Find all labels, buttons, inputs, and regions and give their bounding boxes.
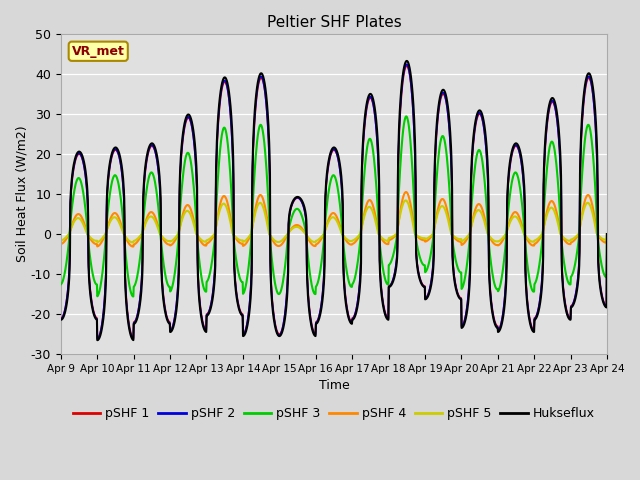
pSHF 1 bbox=[57, 315, 65, 321]
pSHF 1 bbox=[240, 331, 248, 336]
pSHF 4 bbox=[603, 231, 611, 237]
pSHF 4 bbox=[539, 229, 547, 235]
Line: pSHF 2: pSHF 2 bbox=[61, 64, 607, 339]
pSHF 1 bbox=[419, 282, 427, 288]
pSHF 1 bbox=[539, 261, 547, 266]
Hukseflux bbox=[603, 231, 611, 237]
Title: Peltier SHF Plates: Peltier SHF Plates bbox=[266, 15, 401, 30]
pSHF 5 bbox=[240, 239, 248, 244]
Y-axis label: Soil Heat Flux (W/m2): Soil Heat Flux (W/m2) bbox=[15, 126, 28, 263]
pSHF 5 bbox=[179, 215, 186, 220]
pSHF 1 bbox=[166, 319, 173, 325]
Hukseflux bbox=[539, 269, 547, 275]
pSHF 3 bbox=[603, 231, 611, 237]
pSHF 3 bbox=[403, 113, 410, 119]
Legend: pSHF 1, pSHF 2, pSHF 3, pSHF 4, pSHF 5, Hukseflux: pSHF 1, pSHF 2, pSHF 3, pSHF 4, pSHF 5, … bbox=[68, 402, 600, 425]
Hukseflux bbox=[179, 132, 186, 138]
pSHF 1 bbox=[491, 318, 499, 324]
pSHF 1 bbox=[179, 139, 186, 144]
pSHF 2 bbox=[93, 336, 101, 342]
pSHF 3 bbox=[57, 281, 65, 287]
Text: VR_met: VR_met bbox=[72, 45, 125, 58]
Hukseflux bbox=[57, 317, 65, 323]
pSHF 5 bbox=[603, 231, 611, 237]
pSHF 2 bbox=[603, 231, 611, 237]
Hukseflux bbox=[166, 321, 173, 326]
pSHF 2 bbox=[419, 283, 427, 289]
Hukseflux bbox=[491, 320, 499, 326]
Hukseflux bbox=[419, 284, 427, 289]
pSHF 3 bbox=[129, 294, 137, 300]
pSHF 5 bbox=[419, 235, 427, 241]
pSHF 4 bbox=[403, 189, 410, 195]
pSHF 4 bbox=[57, 241, 65, 247]
X-axis label: Time: Time bbox=[319, 379, 349, 392]
pSHF 5 bbox=[129, 240, 136, 245]
pSHF 5 bbox=[402, 198, 410, 204]
pSHF 5 bbox=[539, 228, 547, 234]
pSHF 3 bbox=[179, 176, 186, 181]
pSHF 2 bbox=[57, 316, 65, 322]
pSHF 3 bbox=[240, 290, 248, 296]
pSHF 3 bbox=[166, 284, 173, 290]
Line: pSHF 3: pSHF 3 bbox=[61, 116, 607, 297]
pSHF 1 bbox=[403, 63, 410, 69]
pSHF 4 bbox=[419, 237, 427, 243]
pSHF 2 bbox=[179, 137, 186, 143]
pSHF 3 bbox=[539, 230, 547, 236]
Hukseflux bbox=[240, 333, 248, 338]
pSHF 2 bbox=[491, 319, 499, 325]
Line: pSHF 5: pSHF 5 bbox=[61, 201, 607, 242]
pSHF 2 bbox=[166, 320, 173, 325]
Hukseflux bbox=[93, 337, 101, 343]
pSHF 4 bbox=[240, 243, 248, 249]
pSHF 4 bbox=[491, 241, 499, 247]
Line: pSHF 1: pSHF 1 bbox=[61, 66, 607, 338]
pSHF 2 bbox=[403, 61, 410, 67]
Hukseflux bbox=[403, 58, 411, 64]
pSHF 4 bbox=[129, 244, 137, 250]
pSHF 1 bbox=[603, 231, 611, 237]
pSHF 3 bbox=[419, 262, 427, 267]
pSHF 5 bbox=[166, 238, 173, 244]
pSHF 3 bbox=[491, 282, 499, 288]
pSHF 4 bbox=[179, 212, 186, 218]
Line: pSHF 4: pSHF 4 bbox=[61, 192, 607, 247]
pSHF 2 bbox=[539, 257, 547, 263]
pSHF 5 bbox=[57, 238, 65, 243]
Line: Hukseflux: Hukseflux bbox=[61, 61, 607, 340]
pSHF 5 bbox=[491, 238, 499, 244]
pSHF 2 bbox=[240, 332, 248, 337]
pSHF 1 bbox=[93, 335, 101, 341]
pSHF 4 bbox=[166, 242, 173, 248]
